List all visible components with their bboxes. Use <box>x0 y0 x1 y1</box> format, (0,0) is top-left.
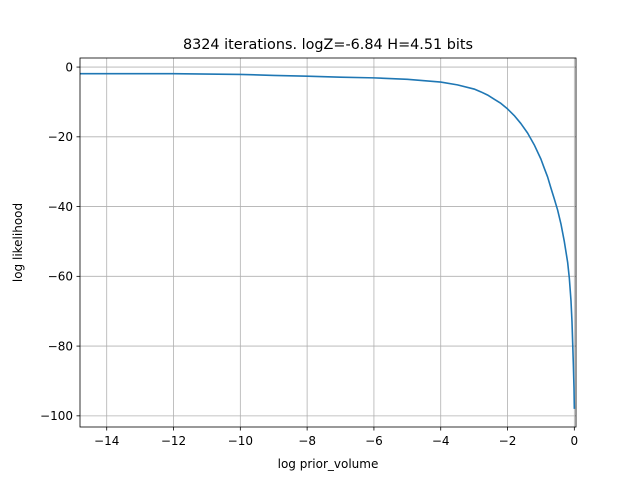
y-tick-label: 0 <box>65 60 73 74</box>
grid-lines <box>80 58 576 427</box>
y-axis-ticks: 0 −20 −40 −60 −80 −100 <box>40 60 80 423</box>
axes-frame <box>79 57 577 428</box>
likelihood-curve <box>80 72 576 409</box>
series-layer <box>80 72 576 409</box>
x-tick-label: −10 <box>228 434 253 448</box>
y-axis-label: log likelihood <box>11 203 25 282</box>
y-tick-label: −40 <box>48 200 73 214</box>
y-tick-label: −60 <box>48 270 73 284</box>
x-tick-label: −2 <box>499 434 517 448</box>
x-axis-label: log prior_volume <box>278 457 379 471</box>
x-tick-label: 0 <box>571 434 579 448</box>
y-tick-label: −100 <box>40 409 73 423</box>
x-tick-label: −14 <box>94 434 119 448</box>
x-tick-label: −8 <box>298 434 316 448</box>
chart-title: 8324 iterations. logZ=-6.84 H=4.51 bits <box>183 37 473 53</box>
x-tick-label: −4 <box>432 434 450 448</box>
x-tick-label: −12 <box>161 434 186 448</box>
x-tick-label: −6 <box>365 434 383 448</box>
y-tick-label: −20 <box>48 130 73 144</box>
x-axis-ticks: −14 −12 −10 −8 −6 −4 −2 0 <box>94 427 578 448</box>
y-tick-label: −80 <box>48 339 73 353</box>
